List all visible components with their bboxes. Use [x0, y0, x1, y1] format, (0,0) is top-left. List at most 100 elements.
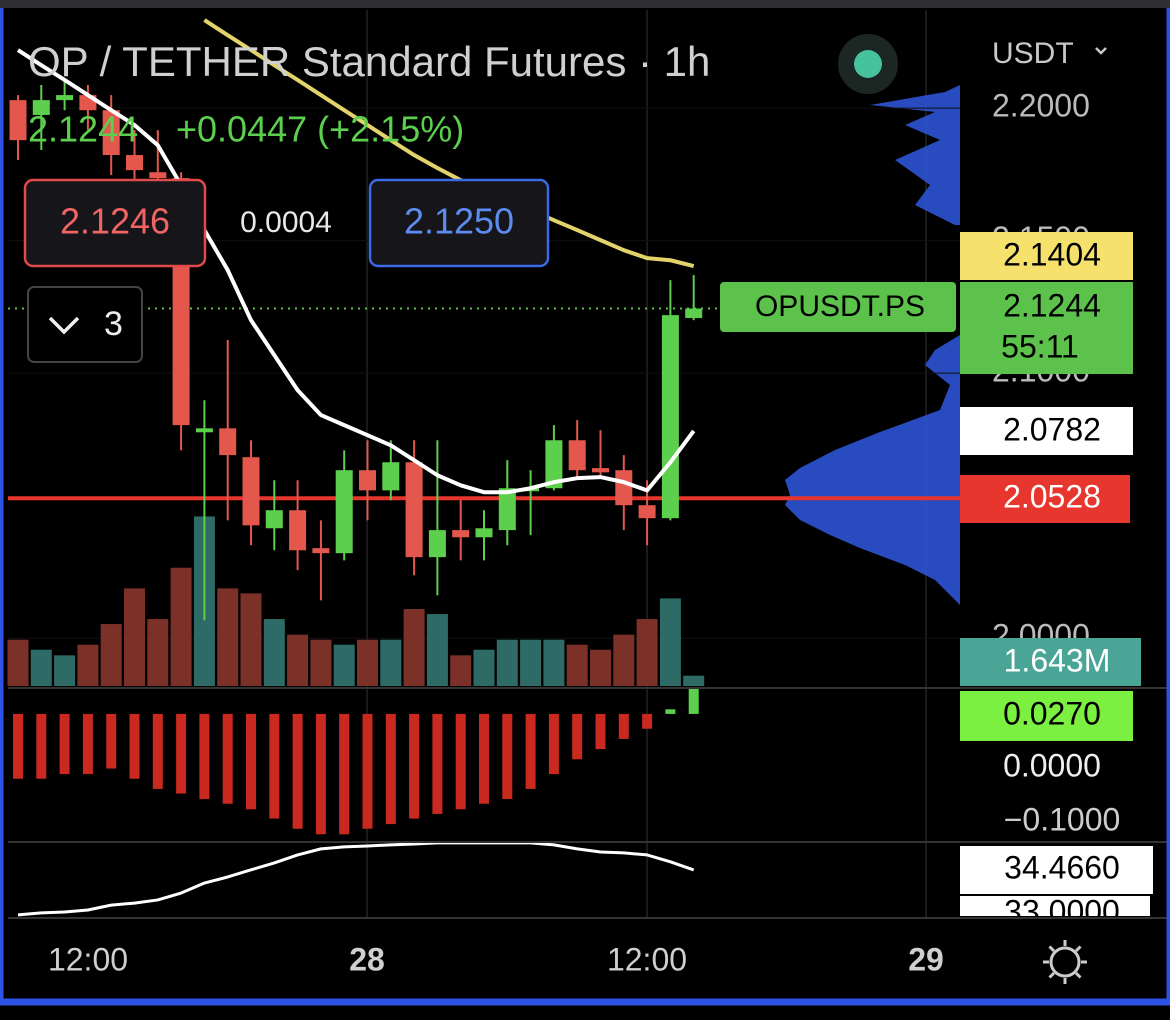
volume-bar	[659, 598, 681, 686]
tag-macd-zero: 0.0000	[1003, 747, 1101, 783]
volume-bar	[263, 619, 285, 686]
indicator-count: 3	[104, 305, 123, 343]
tag-ma-fast: 2.0782	[1003, 411, 1101, 447]
indicator-toggle[interactable]	[27, 286, 143, 363]
tag-bg	[960, 846, 1153, 894]
symbol-tag: OPUSDT.PS	[755, 290, 925, 323]
macd-bar	[222, 713, 233, 804]
macd-bar	[642, 713, 653, 729]
volume-bar	[450, 655, 472, 686]
ask: 2.1250	[404, 201, 514, 242]
y-tick-label: 2.2000	[992, 88, 1090, 124]
macd-bar	[176, 713, 187, 794]
macd-bar	[595, 713, 606, 750]
macd-bar	[409, 713, 420, 819]
candle-body	[359, 470, 376, 491]
tag-level: 2.0528	[1003, 478, 1101, 514]
macd-bar	[199, 713, 210, 800]
volume-bar	[287, 634, 309, 686]
volume-bar	[357, 639, 378, 686]
tag-ma-slow: 2.1404	[1003, 236, 1101, 272]
volume-profile	[785, 85, 960, 605]
candle-body	[9, 100, 27, 141]
candle-body	[195, 428, 213, 433]
tag-price: 2.1244	[1003, 287, 1101, 323]
macd-bar	[82, 713, 93, 775]
macd-bar	[246, 713, 256, 810]
currency[interactable]: USDT	[992, 37, 1074, 70]
title: OP / TETHER Standard Futures · 1h	[28, 38, 710, 85]
ask-box[interactable]	[368, 178, 550, 268]
tag-bg	[960, 407, 1133, 455]
volume-bar	[380, 639, 402, 686]
volume-bar	[217, 588, 239, 686]
candle-body	[126, 155, 143, 171]
macd-bar	[36, 713, 47, 779]
volume-bar	[77, 644, 99, 686]
settings-icon[interactable]	[1043, 940, 1087, 984]
volume-bar	[566, 644, 588, 686]
macd-bar	[339, 713, 350, 835]
clip: 33.0000	[960, 893, 1150, 929]
tag-bg	[960, 691, 1133, 741]
candle-body	[475, 528, 493, 538]
macd-bar	[525, 713, 536, 789]
macd-bar	[455, 713, 466, 810]
tag-osc-low: 33.0000	[1004, 893, 1120, 929]
candle-body	[498, 488, 516, 531]
tag-bg	[960, 475, 1130, 523]
volume-bar	[147, 619, 169, 686]
volume-bar	[333, 644, 355, 686]
x-tick-label: 12:00	[607, 941, 687, 977]
gear	[1049, 946, 1081, 978]
tag-macd: 0.0270	[1003, 695, 1101, 731]
ma-slow	[203, 18, 695, 269]
toggle-chevron	[48, 316, 80, 335]
macd-bar	[152, 713, 163, 789]
gear-teeth	[1043, 940, 1087, 984]
tag-osc: 34.4660	[1004, 849, 1120, 885]
volume-bar	[426, 614, 448, 686]
macd-bar	[292, 713, 303, 829]
spread: 0.0004	[240, 206, 332, 239]
macd-bar	[618, 713, 629, 739]
volume-bar	[636, 619, 658, 686]
candle-body	[545, 440, 563, 489]
volume-bar	[240, 593, 262, 686]
volume-bar	[496, 639, 518, 686]
macd-bar	[572, 713, 583, 760]
candle-body	[219, 428, 237, 456]
volume-bar	[54, 655, 76, 686]
top-strip	[0, 0, 1170, 8]
candle-body	[405, 462, 423, 558]
tag-bg	[960, 282, 1133, 374]
x-tick-label: 12:00	[48, 941, 128, 977]
candle-body	[149, 172, 167, 179]
volume-bar	[30, 649, 52, 686]
bid-box[interactable]	[23, 178, 207, 268]
volume-bar	[473, 649, 495, 686]
tag-volume: 1.643M	[1004, 642, 1111, 678]
candle-body	[638, 505, 656, 519]
price-tags: 2.1404 OPUSDT.PS 2.1244 55:11 2.0782 2.0…	[720, 232, 1153, 929]
macd-bar	[106, 713, 117, 769]
volume-bar	[613, 634, 635, 686]
candle-body	[452, 530, 470, 538]
candle-body	[685, 308, 703, 319]
macd-bar	[315, 713, 326, 835]
x-tick-label: 28	[349, 941, 385, 977]
tag-bg	[960, 638, 1141, 686]
tag-bg	[960, 896, 1150, 916]
candle-body	[661, 315, 679, 519]
volume-bar	[543, 639, 565, 686]
candle-body	[102, 110, 120, 156]
symbol-tag-bg	[720, 282, 956, 332]
macd-bar	[269, 713, 280, 819]
candle-body	[335, 470, 353, 554]
last-price: 2.1244	[28, 109, 138, 150]
chevron	[1095, 47, 1107, 55]
macd-bar	[665, 709, 676, 714]
